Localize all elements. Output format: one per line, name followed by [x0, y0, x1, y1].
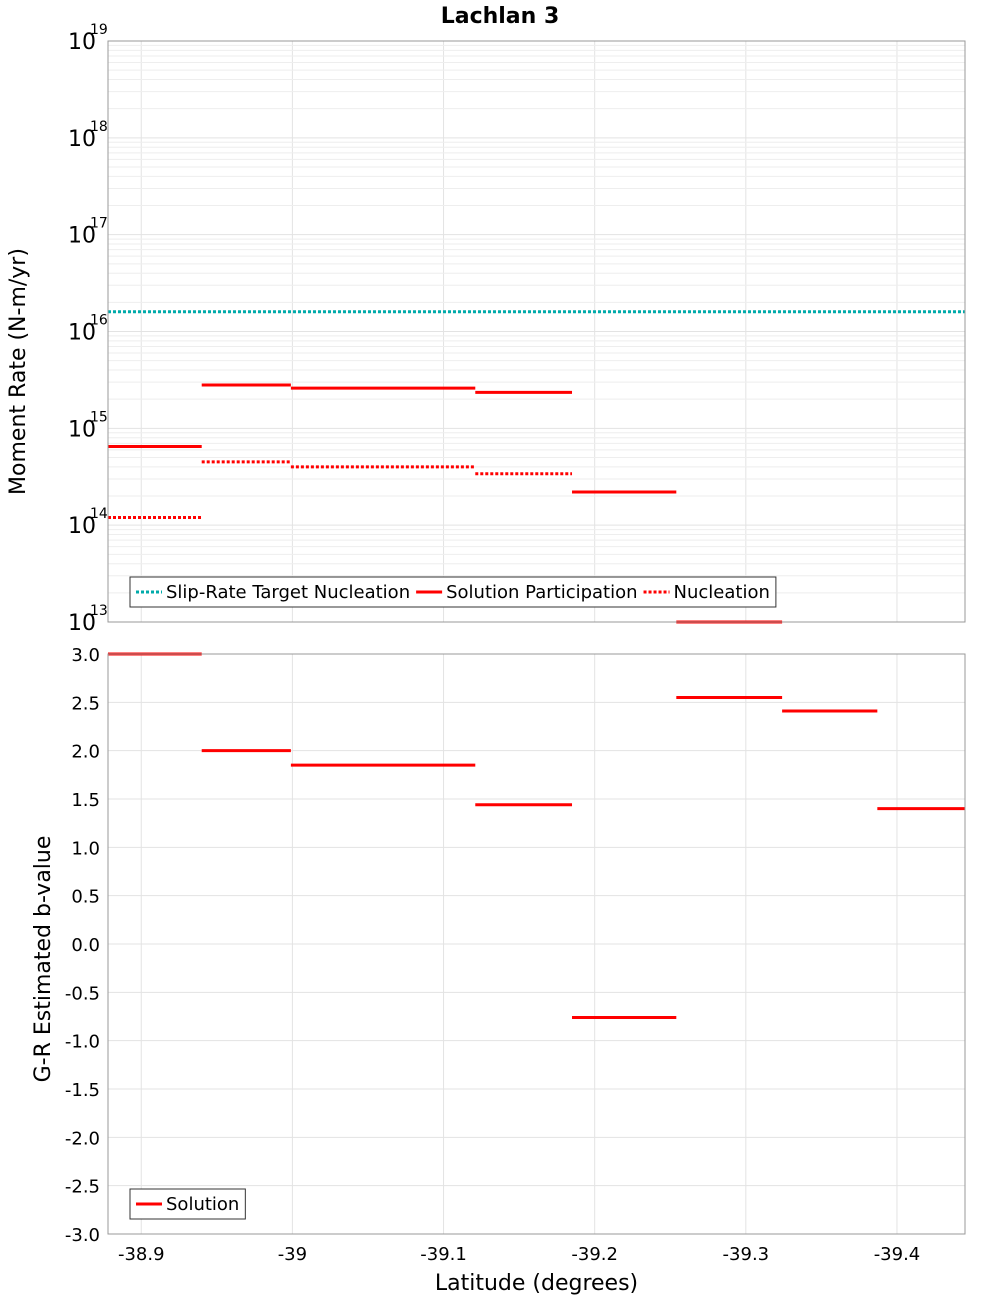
y-tick-exponent: 18 [90, 119, 108, 135]
x-axis-label: Latitude (degrees) [435, 1271, 638, 1296]
y-tick-label: -2.5 [65, 1177, 100, 1198]
y-tick-base: 10 [68, 30, 96, 55]
series-solution [108, 652, 965, 1019]
y-tick-label: 0.5 [71, 887, 100, 908]
moment-rate-legend: Slip-Rate Target Nucleation Solution Part… [129, 576, 777, 608]
legend-label: Slip-Rate Target Nucleation [166, 582, 410, 603]
moment-rate-grid [108, 41, 965, 623]
y-tick-label: 1.0 [71, 838, 100, 859]
x-tick-label: -38.9 [118, 1244, 165, 1265]
b-value-series [108, 652, 965, 1019]
y-tick-exponent: 13 [90, 603, 108, 619]
b-value-y-ticks: 3.0 2.5 2.0 1.5 1.0 0.5 0.0 -0.5 -1.0 -1.5 -2.0 -2.… [65, 645, 100, 1246]
y-tick-base: 10 [68, 224, 96, 249]
y-tick-base: 10 [68, 417, 96, 442]
y-tick-label: 0.0 [71, 935, 100, 956]
moment-rate-series [108, 310, 965, 624]
y-tick-label: -0.5 [65, 983, 100, 1004]
moment-rate-y-axis-label: Moment Rate (N-m/yr) [6, 248, 31, 495]
y-tick-label: -1.5 [65, 1080, 100, 1101]
legend-item-solution: Solution [136, 1194, 239, 1215]
legend-label: Solution [166, 1194, 239, 1215]
series-nucleation [108, 460, 573, 519]
y-tick-label: -1.0 [65, 1032, 100, 1053]
legend-item-nucleation: Nucleation [643, 582, 770, 603]
legend-box [129, 576, 777, 608]
legend-label: Nucleation [674, 582, 770, 603]
y-tick-label: -2.0 [65, 1128, 100, 1149]
b-value-frame [107, 653, 966, 1235]
y-tick-exponent: 14 [90, 506, 108, 522]
b-value-legend: Solution [129, 1188, 246, 1220]
y-tick-base: 10 [68, 514, 96, 539]
y-tick-base: 10 [68, 321, 96, 346]
legend-label: Solution Participation [446, 582, 637, 603]
legend-item-slip-rate-target-nucleation: Slip-Rate Target Nucleation [136, 582, 410, 603]
y-tick-label: 1.5 [71, 790, 100, 811]
y-tick-label: 2.0 [71, 742, 100, 763]
x-tick-label: -39.1 [420, 1244, 467, 1265]
y-tick-label: 2.5 [71, 693, 100, 714]
x-tick-label: -39.3 [723, 1244, 770, 1265]
x-tick-label: -39.4 [874, 1244, 921, 1265]
y-tick-exponent: 17 [90, 216, 108, 232]
y-tick-label: -3.0 [65, 1225, 100, 1246]
x-axis-ticks: -38.9 -39 -39.1 -39.2 -39.3 -39.4 [118, 1244, 920, 1265]
x-tick-label: -39 [278, 1244, 307, 1265]
y-tick-base: 10 [68, 611, 96, 636]
b-value-y-axis-label: G-R Estimated b-value [31, 836, 56, 1083]
y-tick-exponent: 16 [90, 313, 108, 329]
b-value-panel: 3.0 2.5 2.0 1.5 1.0 0.5 0.0 -0.5 -1.0 -1.5 -2.0 -2.… [31, 645, 966, 1246]
y-tick-base: 10 [68, 127, 96, 152]
y-tick-label: 3.0 [71, 645, 100, 666]
chart-title: Lachlan 3 [441, 4, 560, 29]
moment-rate-frame [107, 40, 966, 623]
y-tick-exponent: 19 [90, 22, 108, 38]
legend-item-solution-participation: Solution Participation [416, 582, 638, 603]
x-tick-label: -39.2 [571, 1244, 618, 1265]
y-tick-exponent: 15 [90, 409, 108, 425]
